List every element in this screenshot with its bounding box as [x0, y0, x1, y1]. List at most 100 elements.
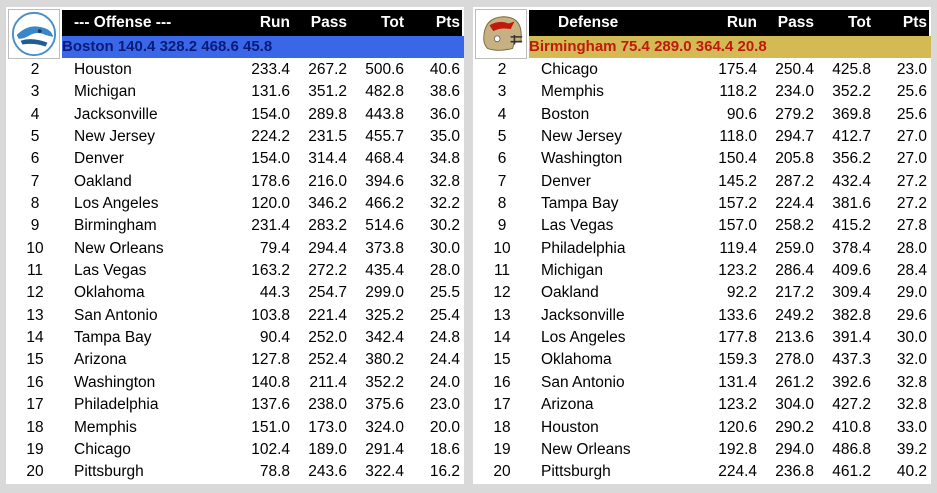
- pass-cell: 173.0: [308, 418, 347, 436]
- col-tot-header: Tot: [381, 14, 404, 31]
- defense-header-row: Defense Run Pass Tot Pts: [529, 10, 929, 36]
- run-cell: 140.8: [251, 373, 290, 391]
- rank-cell: 15: [493, 351, 511, 369]
- run-cell: 224.2: [251, 128, 290, 146]
- run-cell: 224.4: [718, 463, 757, 481]
- team-cell: Arizona: [74, 351, 127, 369]
- tot-cell: 435.4: [365, 262, 404, 280]
- pass-cell: 258.2: [775, 217, 814, 235]
- pts-cell: 27.2: [896, 195, 927, 213]
- pass-cell: 304.0: [775, 396, 814, 414]
- pts-cell: 27.8: [896, 217, 927, 235]
- rank-cell: 8: [497, 195, 507, 213]
- tot-cell: 392.6: [832, 373, 871, 391]
- pts-cell: 35.0: [429, 128, 460, 146]
- pass-cell: 261.2: [775, 373, 814, 391]
- team-cell: Philadelphia: [541, 239, 626, 257]
- tot-cell: 427.2: [832, 396, 871, 414]
- pass-cell: 252.4: [308, 351, 347, 369]
- highlight-tot: 468.6: [201, 38, 239, 55]
- pts-cell: 30.0: [429, 239, 460, 257]
- team-cell: Oklahoma: [74, 284, 145, 302]
- tot-cell: 443.8: [365, 105, 404, 123]
- pts-cell: 34.8: [429, 150, 460, 168]
- tot-cell: 391.4: [832, 329, 871, 347]
- rank-cell: 12: [26, 284, 44, 302]
- tot-cell: 482.8: [365, 83, 404, 101]
- team-cell: Birmingham: [74, 217, 157, 235]
- tot-cell: 369.8: [832, 105, 871, 123]
- col-pass-header: Pass: [310, 14, 347, 31]
- rank-cell: 11: [493, 262, 511, 280]
- tot-cell: 486.8: [832, 440, 871, 458]
- pts-cell: 28.4: [896, 262, 927, 280]
- pass-cell: 346.2: [308, 195, 347, 213]
- pts-cell: 30.2: [429, 217, 460, 235]
- rank-cell: 4: [30, 105, 40, 123]
- team-cell: Tampa Bay: [74, 329, 152, 347]
- highlight-run: 75.4: [620, 38, 650, 55]
- run-cell: 154.0: [251, 150, 290, 168]
- run-cell: 78.8: [259, 463, 290, 481]
- rank-cell: 6: [30, 150, 40, 168]
- pass-cell: 234.0: [775, 83, 814, 101]
- pass-cell: 283.2: [308, 217, 347, 235]
- pass-cell: 272.2: [308, 262, 347, 280]
- tot-cell: 299.0: [365, 284, 404, 302]
- team-cell: New Jersey: [74, 128, 155, 146]
- rank-cell: 18: [26, 418, 44, 436]
- run-cell: 157.0: [718, 217, 757, 235]
- table-row: 11 Michigan 123.2 286.4 409.6 28.4: [473, 260, 931, 282]
- run-cell: 133.6: [718, 306, 757, 324]
- table-row: 15 Arizona 127.8 252.4 380.2 24.4: [6, 349, 464, 371]
- pts-cell: 29.6: [896, 306, 927, 324]
- boston-team-logo-icon: [8, 9, 60, 59]
- tot-cell: 375.6: [365, 396, 404, 414]
- table-row: 8 Tampa Bay 157.2 224.4 381.6 27.2: [473, 193, 931, 215]
- offense-header-row: --- Offense --- Run Pass Tot Pts: [62, 10, 462, 36]
- pts-cell: 40.6: [429, 61, 460, 78]
- col-run-header: Run: [259, 14, 290, 31]
- table-row: 7 Denver 145.2 287.2 432.4 27.2: [473, 171, 931, 193]
- run-cell: 119.4: [719, 239, 757, 257]
- team-cell: Pittsburgh: [74, 463, 144, 481]
- pass-cell: 279.2: [775, 105, 814, 123]
- pass-cell: 290.2: [775, 418, 814, 436]
- highlight-pts: 45.8: [243, 38, 273, 55]
- table-row: 16 San Antonio 131.4 261.2 392.6 32.8: [473, 372, 931, 394]
- offense-table-body: 2 Houston 233.4 267.2 500.6 40.6 3 Michigan 131.…: [6, 59, 464, 484]
- tot-cell: 466.2: [365, 195, 404, 213]
- run-cell: 90.4: [259, 329, 290, 347]
- table-row: 4 Boston 90.6 279.2 369.8 25.6: [473, 104, 931, 126]
- team-cell: Chicago: [541, 61, 598, 78]
- rank-cell: 19: [26, 440, 44, 458]
- rank-cell: 7: [497, 172, 507, 190]
- team-cell: New Jersey: [541, 128, 622, 146]
- tot-cell: 378.4: [832, 239, 871, 257]
- pass-cell: 231.5: [308, 128, 347, 146]
- rank-cell: 13: [493, 306, 511, 324]
- team-cell: Denver: [74, 150, 124, 168]
- run-cell: 233.4: [251, 61, 290, 78]
- table-row: 7 Oakland 178.6 216.0 394.6 32.8: [6, 171, 464, 193]
- table-row: 13 Jacksonville 133.6 249.2 382.8 29.6: [473, 305, 931, 327]
- pts-cell: 25.5: [429, 284, 460, 302]
- tot-cell: 437.3: [832, 351, 871, 369]
- rank-cell: 2: [30, 61, 40, 78]
- defense-highlight-row: Birmingham 75.4 289.0 364.4 20.8: [529, 36, 931, 58]
- col-tot-header: Tot: [848, 14, 871, 31]
- pass-cell: 287.2: [775, 172, 814, 190]
- pass-cell: 254.7: [308, 284, 347, 302]
- tot-cell: 352.2: [365, 373, 404, 391]
- team-cell: Los Angeles: [541, 329, 626, 347]
- table-row: 16 Washington 140.8 211.4 352.2 24.0: [6, 372, 464, 394]
- tot-cell: 356.2: [832, 150, 871, 168]
- run-cell: 120.6: [718, 418, 757, 436]
- run-cell: 123.2: [718, 396, 757, 414]
- tot-cell: 380.2: [365, 351, 404, 369]
- run-cell: 103.8: [251, 306, 290, 324]
- pass-cell: 267.2: [308, 61, 347, 78]
- table-row: 6 Denver 154.0 314.4 468.4 34.8: [6, 148, 464, 170]
- table-row: 9 Birmingham 231.4 283.2 514.6 30.2: [6, 215, 464, 237]
- defense-panel: Defense Run Pass Tot Pts Birmingham 75.4…: [473, 7, 931, 484]
